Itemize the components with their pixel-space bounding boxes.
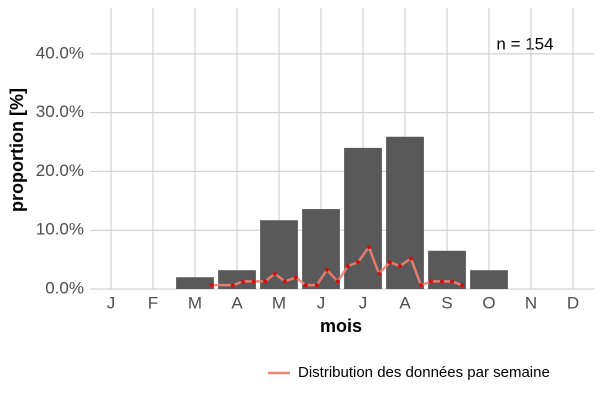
weekly-point <box>230 283 235 288</box>
x-tick-label: O <box>482 293 495 312</box>
x-tick-label: J <box>317 293 326 312</box>
x-tick-label: A <box>399 293 411 312</box>
x-tick-label: D <box>567 293 579 312</box>
x-tick-label: N <box>525 293 537 312</box>
annotation: n = 154 <box>496 34 553 53</box>
bar <box>176 277 214 289</box>
weekly-point <box>272 271 277 276</box>
weekly-point <box>429 279 434 284</box>
weekly-point <box>355 260 360 265</box>
weekly-point <box>418 283 423 288</box>
x-tick-label: M <box>272 293 286 312</box>
bar <box>386 136 424 289</box>
weekly-point <box>209 283 214 288</box>
weekly-point <box>263 279 268 284</box>
weekly-point <box>293 275 298 280</box>
weekly-point <box>335 279 340 284</box>
weekly-point <box>240 279 245 284</box>
bar <box>428 250 466 289</box>
x-tick-label: M <box>188 293 202 312</box>
weekly-point <box>314 283 319 288</box>
legend-label: Distribution des données par semaine <box>298 364 550 381</box>
weekly-point <box>303 283 308 288</box>
weekly-point <box>387 260 392 265</box>
weekly-point <box>397 264 402 269</box>
weekly-point <box>408 256 413 261</box>
y-tick-label: 10.0% <box>36 220 84 239</box>
weekly-point <box>345 264 350 269</box>
y-tick-label: 20.0% <box>36 161 84 180</box>
y-tick-label: 0.0% <box>45 278 84 297</box>
x-axis-label: mois <box>320 316 362 336</box>
x-tick-label: J <box>107 293 116 312</box>
weekly-point <box>460 283 465 288</box>
x-tick-label: J <box>359 293 368 312</box>
y-axis-label: proportion [%] <box>7 88 27 212</box>
y-tick-label: 30.0% <box>36 102 84 121</box>
x-tick-label: F <box>148 293 158 312</box>
weekly-point <box>324 267 329 272</box>
weekly-point <box>282 279 287 284</box>
x-tick-label: S <box>441 293 452 312</box>
x-tick-label: A <box>231 293 243 312</box>
y-tick-label: 40.0% <box>36 43 84 62</box>
bar <box>470 270 508 289</box>
weekly-point <box>450 279 455 284</box>
weekly-point <box>439 279 444 284</box>
weekly-point <box>366 245 371 250</box>
weekly-point <box>251 279 256 284</box>
weekly-point <box>376 271 381 276</box>
